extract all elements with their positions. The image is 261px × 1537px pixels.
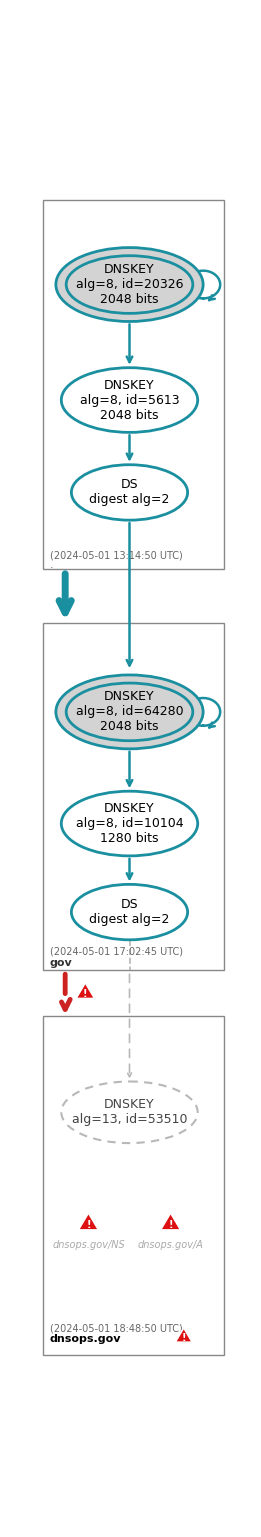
Text: gov: gov [50, 958, 72, 967]
Text: DNSKEY
alg=8, id=20326
2048 bits: DNSKEY alg=8, id=20326 2048 bits [76, 263, 183, 306]
Text: DNSKEY
alg=13, id=53510: DNSKEY alg=13, id=53510 [72, 1099, 187, 1127]
Ellipse shape [71, 884, 188, 939]
Text: DNSKEY
alg=8, id=5613
2048 bits: DNSKEY alg=8, id=5613 2048 bits [80, 378, 179, 421]
Text: !: ! [168, 1220, 173, 1230]
Ellipse shape [56, 675, 203, 749]
Text: DNSKEY
alg=8, id=10104
1280 bits: DNSKEY alg=8, id=10104 1280 bits [76, 802, 183, 845]
Ellipse shape [71, 464, 188, 520]
Text: DS
digest alg=2: DS digest alg=2 [89, 478, 170, 506]
Text: .: . [50, 559, 53, 570]
Ellipse shape [61, 792, 198, 856]
Bar [44, 624, 224, 970]
Ellipse shape [61, 1082, 198, 1144]
Polygon shape [76, 982, 95, 999]
Text: (2024-05-01 17:02:45 UTC): (2024-05-01 17:02:45 UTC) [50, 947, 183, 956]
Text: (2024-05-01 13:14:50 UTC): (2024-05-01 13:14:50 UTC) [50, 550, 182, 559]
Text: dnsops.gov/A: dnsops.gov/A [138, 1240, 204, 1251]
Text: !: ! [83, 988, 88, 999]
Polygon shape [78, 1213, 98, 1230]
Text: !: ! [181, 1333, 186, 1343]
Ellipse shape [61, 367, 198, 432]
Polygon shape [175, 1328, 192, 1342]
Text: DS
digest alg=2: DS digest alg=2 [89, 898, 170, 927]
Bar [44, 1016, 224, 1354]
Text: dnsops.gov: dnsops.gov [50, 1334, 121, 1343]
Text: DNSKEY
alg=8, id=64280
2048 bits: DNSKEY alg=8, id=64280 2048 bits [76, 690, 183, 733]
Polygon shape [161, 1213, 181, 1230]
Text: dnsops.gov/NS: dnsops.gov/NS [52, 1240, 125, 1251]
Text: !: ! [86, 1220, 91, 1230]
Ellipse shape [56, 247, 203, 321]
Text: (2024-05-01 18:48:50 UTC): (2024-05-01 18:48:50 UTC) [50, 1323, 182, 1333]
Bar [44, 200, 224, 569]
